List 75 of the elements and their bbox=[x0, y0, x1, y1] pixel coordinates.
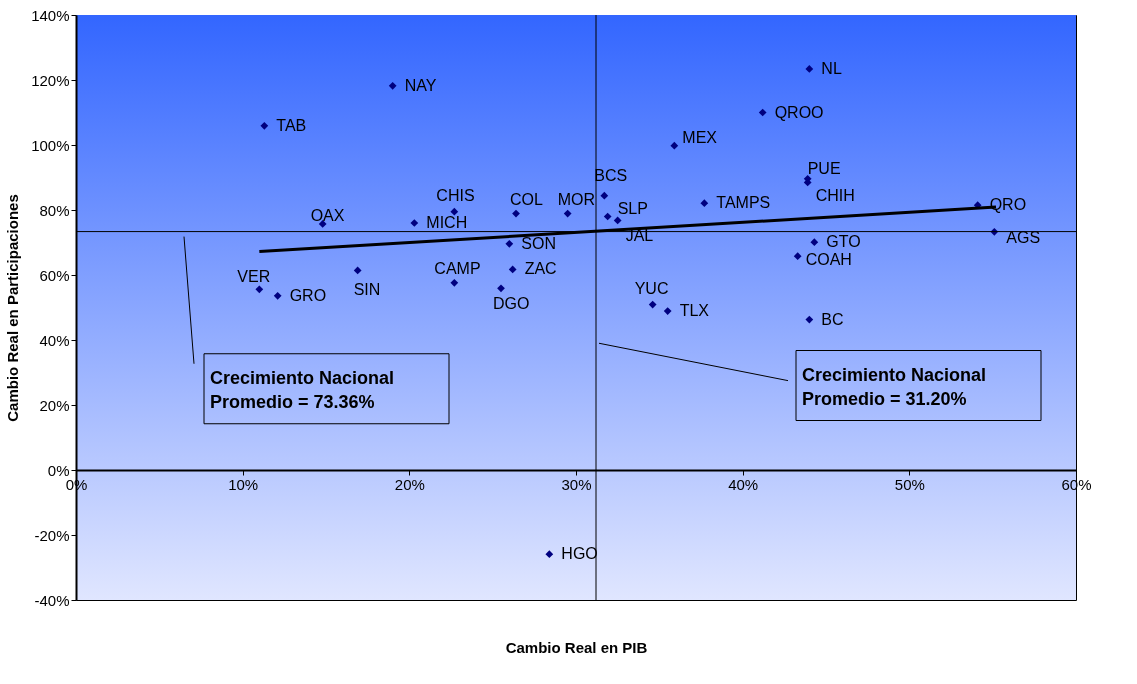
y-tick-label: 140% bbox=[31, 6, 70, 24]
y-axis-title: Cambio Real en Participaciones bbox=[4, 194, 22, 422]
point bbox=[758, 108, 767, 117]
point bbox=[545, 550, 554, 559]
annotation: SLP bbox=[617, 199, 648, 217]
x-tick-label: 10% bbox=[228, 475, 259, 493]
annotation: CHIS bbox=[436, 186, 475, 204]
annotation: OAX bbox=[310, 206, 345, 224]
annotation: DGO bbox=[493, 295, 530, 313]
point bbox=[450, 207, 459, 216]
annotation: NAY bbox=[404, 76, 437, 94]
y-tick-label: 20% bbox=[39, 396, 70, 414]
point bbox=[810, 238, 819, 247]
annotation: CHIH bbox=[815, 187, 855, 205]
annotation: TAMPS bbox=[716, 194, 771, 212]
annotation: COL bbox=[510, 190, 543, 208]
x-tick-label: 50% bbox=[894, 475, 925, 493]
point bbox=[508, 265, 517, 274]
point bbox=[505, 239, 514, 248]
annotation: HGO bbox=[561, 545, 598, 563]
point bbox=[793, 252, 802, 261]
annotation: ZAC bbox=[524, 260, 557, 278]
annotation: GRO bbox=[289, 286, 327, 304]
annotation: QRO bbox=[989, 196, 1027, 214]
annotation: TLX bbox=[679, 302, 710, 320]
point bbox=[497, 284, 505, 293]
point bbox=[273, 291, 282, 300]
y-tick-label: 40% bbox=[39, 331, 70, 349]
annotation: BC bbox=[821, 310, 844, 328]
ref-line-label: Crecimiento Nacional Promedio = 73.36% bbox=[210, 367, 395, 412]
annotation: TAB bbox=[276, 116, 307, 134]
ref-line-label: Crecimiento Nacional Promedio = 31.20% bbox=[802, 364, 987, 409]
annotation: MOR bbox=[557, 190, 595, 208]
point bbox=[563, 209, 572, 218]
point bbox=[388, 81, 397, 90]
y-tick-label: 120% bbox=[31, 71, 70, 89]
y-tick-label: 100% bbox=[31, 136, 70, 154]
y-tick-label: 60% bbox=[39, 266, 70, 284]
point bbox=[663, 307, 672, 315]
point bbox=[353, 266, 362, 275]
annotation: PUE bbox=[807, 159, 841, 177]
point bbox=[603, 212, 612, 221]
point bbox=[410, 219, 419, 227]
annotation: QROO bbox=[774, 103, 824, 121]
point bbox=[805, 315, 814, 324]
y-tick-label: 80% bbox=[39, 201, 70, 219]
annotation: MICH bbox=[426, 214, 468, 231]
point bbox=[260, 121, 269, 130]
annotation: GTO bbox=[826, 233, 861, 251]
y-tick-label: -20% bbox=[34, 526, 70, 544]
annotation: AGS bbox=[1006, 228, 1041, 246]
annotation: SIN bbox=[353, 281, 381, 299]
annotation: YUC bbox=[634, 279, 669, 297]
annotation: COAH bbox=[805, 251, 852, 269]
y-tick-label: 0% bbox=[47, 461, 70, 479]
annotation: CAMP bbox=[434, 259, 481, 277]
x-axis-title: Cambio Real en PIB bbox=[505, 638, 648, 656]
point bbox=[805, 65, 814, 73]
annotation: BCS bbox=[594, 166, 628, 184]
x-tick-label: 30% bbox=[561, 475, 592, 493]
x-tick-label: 40% bbox=[728, 475, 759, 493]
point bbox=[700, 199, 709, 208]
annotation: NL bbox=[821, 59, 842, 77]
annotation: SON bbox=[521, 234, 557, 252]
point bbox=[648, 300, 657, 309]
x-tick-label: 20% bbox=[394, 475, 425, 493]
y-tick-label: -40% bbox=[34, 591, 70, 609]
point bbox=[670, 141, 679, 150]
point bbox=[613, 216, 622, 225]
point bbox=[600, 191, 609, 200]
annotation: VER bbox=[237, 268, 271, 286]
annotation: MEX bbox=[682, 128, 718, 146]
point bbox=[512, 209, 520, 218]
point bbox=[255, 285, 264, 294]
point bbox=[450, 278, 459, 287]
